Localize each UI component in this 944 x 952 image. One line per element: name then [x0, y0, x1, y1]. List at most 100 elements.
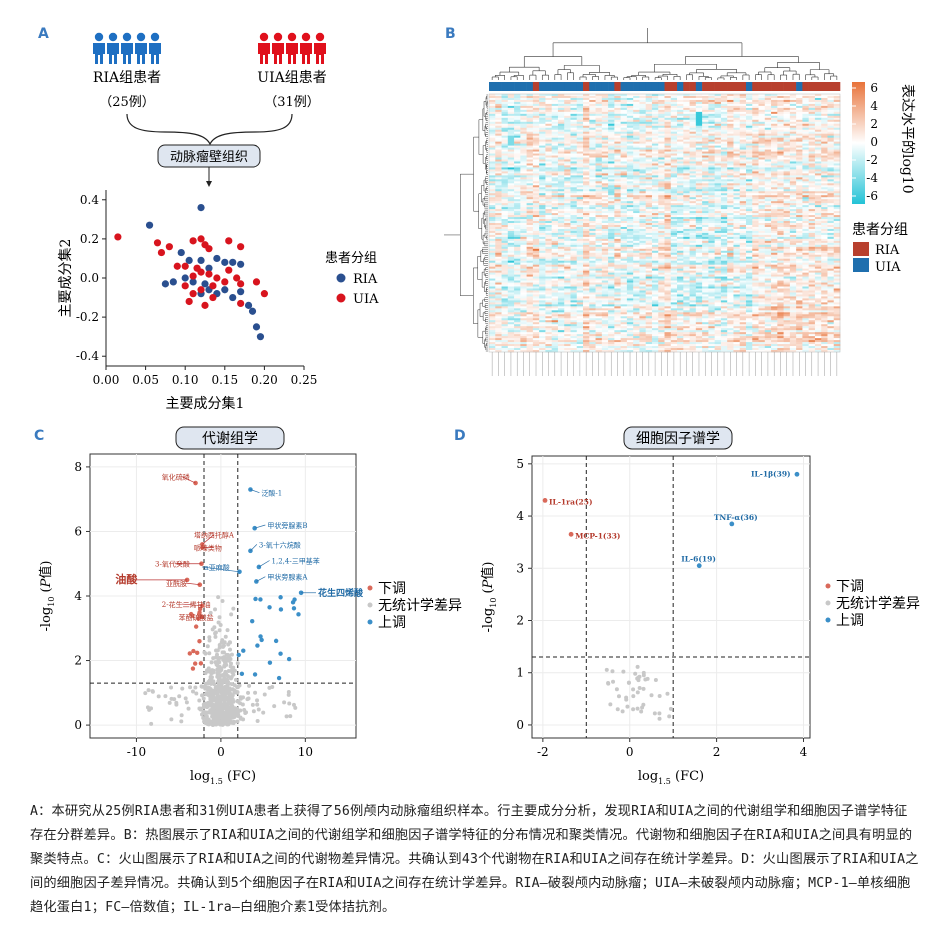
heatmap-cell	[739, 193, 747, 196]
heatmap-cell	[695, 115, 703, 119]
heatmap-cell	[495, 232, 502, 236]
heatmap-cell	[789, 234, 797, 238]
heatmap-cell	[557, 147, 565, 150]
heatmap-cell	[507, 119, 515, 123]
heatmap-cell	[520, 238, 527, 242]
heatmap-cell	[645, 191, 653, 194]
heatmap-cell	[608, 197, 615, 200]
heatmap-cell	[821, 137, 828, 140]
heatmap-cell	[620, 191, 628, 194]
heatmap-cell	[739, 234, 747, 238]
heatmap-cell	[620, 143, 628, 146]
heatmap-cell	[714, 203, 722, 206]
heatmap-cell	[507, 143, 515, 146]
heatmap-cell	[796, 137, 803, 140]
heatmap-cell	[789, 135, 797, 139]
heatmap-cell	[777, 228, 784, 232]
heatmap-cell	[589, 135, 596, 139]
heatmap-cell	[771, 145, 778, 148]
heatmap-cell	[576, 129, 584, 133]
heatmap-cell	[733, 219, 741, 222]
heatmap-cell	[589, 230, 596, 234]
heatmap-cell	[739, 171, 747, 174]
heatmap-cell	[583, 177, 590, 180]
heatmap-cell	[808, 209, 816, 212]
heatmap-cell	[739, 101, 747, 105]
heatmap-cell	[489, 133, 496, 137]
heatmap-cell	[758, 133, 766, 137]
heatmap-cell	[526, 201, 534, 204]
heatmap-cell	[783, 215, 791, 218]
heatmap-cell	[501, 228, 509, 232]
heatmap-cell	[777, 205, 784, 208]
heatmap-cell	[814, 207, 822, 210]
heatmap-cell	[664, 217, 672, 220]
heatmap-cell	[708, 234, 715, 238]
heatmap-cell	[651, 143, 659, 146]
heatmap-cell	[658, 137, 665, 140]
heatmap-cell	[639, 224, 647, 228]
heatmap-cell	[551, 179, 559, 182]
heatmap-cell	[752, 121, 759, 125]
heatmap-cell	[608, 129, 615, 133]
heatmap-cell	[745, 111, 753, 115]
heatmap-cell	[727, 183, 734, 186]
heatmap-cell	[608, 143, 615, 146]
heatmap-cell	[626, 139, 634, 142]
heatmap-cell	[495, 147, 502, 150]
heatmap-cell	[833, 175, 841, 178]
heatmap-cell	[633, 171, 640, 174]
heatmap-cell	[720, 107, 728, 111]
heatmap-cell	[639, 169, 647, 172]
heatmap-cell	[733, 135, 741, 139]
heatmap-cell	[802, 199, 810, 202]
heatmap-cell	[821, 155, 828, 158]
heatmap-cell	[570, 111, 578, 115]
heatmap-cell	[645, 161, 653, 164]
heatmap-cell	[689, 121, 697, 125]
heatmap-cell	[601, 139, 609, 142]
heatmap-cell	[545, 107, 553, 111]
heatmap-cell	[758, 137, 766, 140]
heatmap-cell	[758, 236, 766, 240]
heatmap-cell	[771, 199, 778, 202]
heatmap-cell	[551, 189, 559, 192]
heatmap-cell	[764, 165, 772, 168]
heatmap-cell	[708, 119, 715, 123]
heatmap-cell	[626, 240, 634, 244]
heatmap-cell	[796, 157, 803, 160]
heatmap-cell	[833, 95, 841, 99]
heatmap-cell	[539, 236, 546, 240]
heatmap-cell	[821, 238, 828, 242]
heatmap-cell	[739, 133, 747, 137]
heatmap-cell	[489, 167, 496, 170]
heatmap-cell	[783, 195, 791, 198]
heatmap-cell	[651, 199, 659, 202]
heatmap-cell	[808, 201, 816, 204]
heatmap-cell	[520, 161, 527, 164]
pca-legend-uia-marker	[336, 293, 346, 303]
heatmap-cell	[745, 221, 753, 224]
heatmap-cell	[714, 199, 722, 202]
heatmap-cell	[821, 219, 828, 222]
heatmap-cell	[651, 185, 659, 188]
heatmap-cell	[802, 173, 810, 176]
heatmap-cell	[539, 207, 546, 210]
heatmap-cell	[526, 131, 534, 135]
heatmap-cell	[520, 153, 527, 156]
heatmap-cell	[645, 94, 653, 97]
heatmap-cell	[758, 131, 766, 135]
heatmap-cell	[651, 193, 659, 196]
heatmap-cell	[833, 226, 841, 230]
heatmap-cell	[745, 179, 753, 182]
group-annotation-cell	[802, 82, 809, 91]
heatmap-cell	[501, 165, 509, 168]
heatmap-cell	[620, 135, 628, 139]
heatmap-cell	[764, 97, 772, 101]
heatmap-cell	[796, 167, 803, 170]
heatmap-cell	[808, 177, 816, 180]
heatmap-cell	[833, 240, 841, 244]
heatmap-cell	[808, 147, 816, 150]
pca-point-ria	[197, 256, 205, 264]
heatmap-cell	[576, 119, 584, 123]
